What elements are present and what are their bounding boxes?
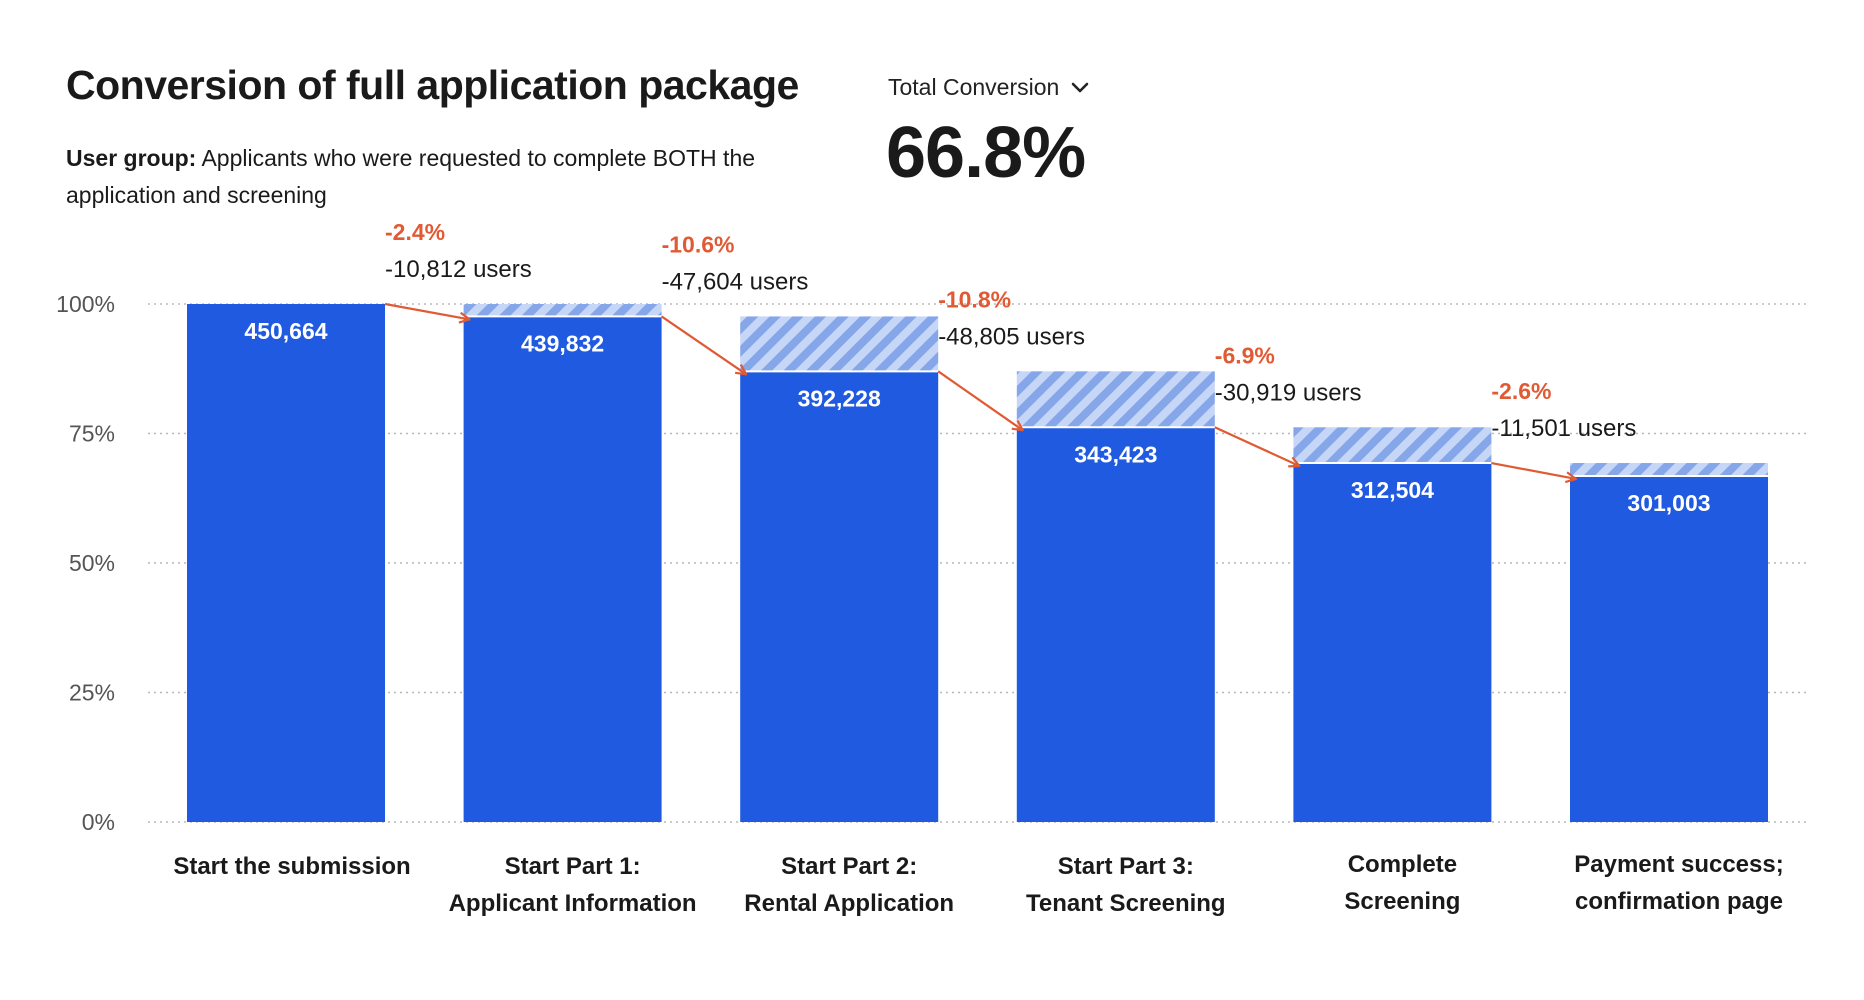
dropoff-bar xyxy=(463,304,662,317)
y-tick-label: 75% xyxy=(69,421,115,447)
dropoff-bar xyxy=(1016,371,1215,428)
drop-arrow xyxy=(1214,426,1300,466)
category-label: Payment success; xyxy=(1574,851,1783,878)
dropoff-users: -10,812 users xyxy=(385,256,532,283)
user-group-description: User group: Applicants who were requeste… xyxy=(66,140,856,214)
category-label: Screening xyxy=(1344,888,1460,915)
bar xyxy=(1293,463,1492,822)
drop-arrows xyxy=(384,302,1576,479)
category-label: Rental Application xyxy=(744,890,954,917)
bar xyxy=(740,371,939,822)
category-label: Complete xyxy=(1348,851,1457,878)
category-label: Start Part 2: xyxy=(781,853,917,880)
dropoff-bar xyxy=(1570,463,1768,476)
user-group-text: Applicants who were requested to complet… xyxy=(66,145,756,208)
user-group-label: User group: xyxy=(66,145,197,171)
category-label: Tenant Screening xyxy=(1026,890,1226,917)
bar-value-label: 343,423 xyxy=(1074,441,1157,467)
dropoff-percent: -6.9% xyxy=(1215,342,1275,368)
dropoff-bar xyxy=(740,316,939,372)
y-tick-label: 25% xyxy=(69,680,115,706)
y-tick-label: 100% xyxy=(56,291,115,317)
chevron-down-icon xyxy=(1072,82,1089,92)
dropoff-users: -11,501 users xyxy=(1491,415,1636,442)
dropoff-users: -47,604 users xyxy=(662,268,809,295)
bar-value-label: 392,228 xyxy=(798,385,881,411)
conversion-type-dropdown[interactable]: Total Conversion xyxy=(888,74,1089,101)
category-label: Start the submission xyxy=(173,853,410,880)
dropoff-bar xyxy=(1293,427,1492,464)
bar xyxy=(1016,427,1215,822)
dropoff-percent: -10.8% xyxy=(938,286,1011,312)
y-tick-label: 50% xyxy=(69,550,115,576)
category-label: Start Part 1: xyxy=(505,853,641,880)
bars xyxy=(187,304,1768,822)
total-conversion-value: 66.8% xyxy=(886,113,1086,193)
x-axis-categories: Start the submission Start Part 1: Applica… xyxy=(173,851,1783,917)
category-label: confirmation page xyxy=(1575,888,1783,915)
bar-value-label: 301,003 xyxy=(1627,490,1710,516)
category-label: Start Part 3: xyxy=(1058,853,1194,880)
bar xyxy=(463,316,662,822)
page-title: Conversion of full application package xyxy=(66,62,799,108)
drop-arrow xyxy=(1491,461,1576,479)
y-tick-label: 0% xyxy=(82,809,115,835)
bar-labels: 450,664 -2.4% -10,812 users 439,832 -10.6% -4… xyxy=(244,219,1710,516)
category-label: Applicant Information xyxy=(449,890,697,917)
dropoff-percent: -2.6% xyxy=(1491,378,1551,404)
drop-arrow xyxy=(384,302,470,319)
drop-arrow xyxy=(937,370,1023,430)
drop-arrow xyxy=(660,315,747,374)
dropoff-percent: -10.6% xyxy=(662,231,735,257)
dropoff-percent: -2.4% xyxy=(385,219,445,245)
bar-value-label: 312,504 xyxy=(1351,477,1434,503)
bar xyxy=(187,304,385,822)
y-axis-ticks: 0% 25% 50% 75% 100% xyxy=(56,291,115,835)
bar-value-label: 439,832 xyxy=(521,330,604,356)
bar-value-label: 450,664 xyxy=(244,318,327,344)
bar xyxy=(1570,475,1768,822)
dropoff-users: -48,805 users xyxy=(938,323,1085,350)
dropoff-users: -30,919 users xyxy=(1215,379,1362,406)
conversion-type-label: Total Conversion xyxy=(888,74,1060,100)
gridlines xyxy=(148,303,1810,823)
